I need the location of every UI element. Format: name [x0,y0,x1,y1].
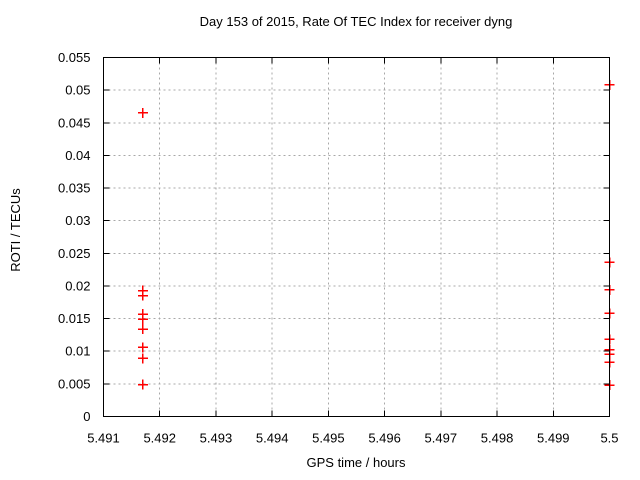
y-tick-label: 0.055 [58,50,91,65]
y-tick-label: 0.03 [65,213,90,228]
x-tick-label: 5.494 [256,431,289,446]
y-tick-label: 0.045 [58,115,91,130]
y-tick-label: 0.035 [58,181,91,196]
x-tick-label: 5.492 [143,431,176,446]
x-tick-label: 5.5 [600,431,618,446]
y-tick-label: 0.05 [65,83,90,98]
x-tick-label: 5.493 [200,431,233,446]
x-tick-label: 5.496 [368,431,401,446]
y-tick-label: 0.01 [65,344,90,359]
chart-title: Day 153 of 2015, Rate Of TEC Index for r… [199,14,513,29]
x-axis-label: GPS time / hours [306,455,406,470]
x-tick-label: 5.499 [537,431,570,446]
x-tick-label: 5.495 [312,431,345,446]
y-tick-label: 0 [83,409,90,424]
y-tick-label: 0.015 [58,311,91,326]
x-tick-label: 5.497 [425,431,458,446]
plot-border [103,57,610,417]
x-tick-label: 5.498 [481,431,514,446]
y-tick-label: 0.025 [58,246,91,261]
x-tick-label: 5.491 [87,431,120,446]
y-tick-label: 0.02 [65,278,90,293]
y-tick-label: 0.04 [65,148,90,163]
y-tick-label: 0.005 [58,376,91,391]
